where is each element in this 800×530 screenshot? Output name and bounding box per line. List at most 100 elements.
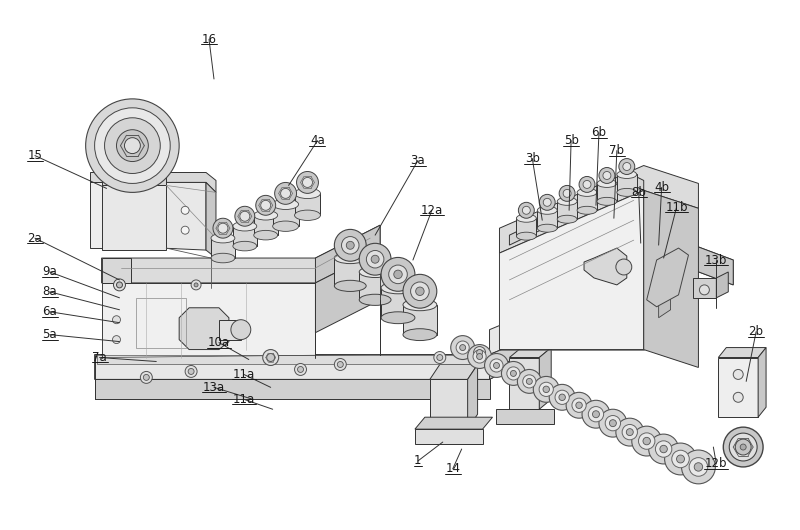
Circle shape — [599, 409, 627, 437]
Circle shape — [522, 206, 530, 214]
Polygon shape — [468, 365, 478, 429]
Circle shape — [113, 316, 121, 324]
Circle shape — [638, 433, 655, 449]
Polygon shape — [211, 238, 235, 258]
Circle shape — [114, 279, 126, 291]
Ellipse shape — [403, 299, 437, 311]
Text: 16: 16 — [202, 33, 217, 46]
Ellipse shape — [294, 188, 321, 199]
Circle shape — [473, 350, 486, 363]
Polygon shape — [94, 379, 490, 399]
Polygon shape — [102, 225, 380, 283]
Polygon shape — [716, 272, 728, 298]
Polygon shape — [294, 193, 321, 215]
Circle shape — [117, 130, 148, 162]
Polygon shape — [102, 169, 166, 185]
Circle shape — [213, 218, 233, 238]
Polygon shape — [694, 278, 716, 298]
Text: 6a: 6a — [42, 305, 58, 318]
Circle shape — [735, 439, 751, 455]
Circle shape — [274, 182, 297, 205]
Circle shape — [346, 241, 354, 249]
Polygon shape — [718, 358, 758, 417]
Circle shape — [588, 407, 604, 422]
Polygon shape — [557, 201, 577, 219]
Ellipse shape — [254, 231, 278, 240]
Text: 12b: 12b — [705, 457, 727, 471]
Circle shape — [599, 167, 615, 183]
Text: 1: 1 — [414, 454, 422, 467]
Ellipse shape — [617, 171, 637, 179]
Ellipse shape — [597, 180, 617, 188]
Text: 7a: 7a — [92, 351, 107, 364]
Text: 2b: 2b — [749, 325, 764, 338]
Text: 3a: 3a — [410, 154, 426, 167]
Circle shape — [550, 384, 575, 410]
Circle shape — [181, 206, 189, 214]
Polygon shape — [90, 172, 176, 182]
Circle shape — [460, 344, 466, 350]
Circle shape — [616, 259, 632, 275]
Circle shape — [297, 172, 318, 193]
Polygon shape — [490, 280, 634, 379]
Ellipse shape — [538, 206, 557, 214]
Text: 11b: 11b — [666, 201, 688, 214]
Ellipse shape — [403, 329, 437, 341]
Polygon shape — [617, 174, 637, 192]
Text: 5b: 5b — [564, 134, 578, 147]
Circle shape — [622, 425, 638, 440]
Circle shape — [559, 186, 575, 201]
Polygon shape — [758, 348, 766, 417]
Ellipse shape — [381, 282, 415, 294]
Polygon shape — [584, 248, 627, 285]
Circle shape — [740, 444, 746, 450]
Text: 13a: 13a — [203, 381, 225, 394]
Text: 8a: 8a — [42, 285, 57, 298]
Polygon shape — [102, 283, 315, 358]
Circle shape — [434, 351, 446, 364]
Circle shape — [526, 378, 532, 384]
Ellipse shape — [516, 232, 536, 240]
Polygon shape — [577, 192, 597, 210]
Text: 7b: 7b — [610, 144, 624, 157]
Polygon shape — [499, 190, 644, 350]
Circle shape — [566, 392, 592, 418]
Circle shape — [655, 441, 672, 457]
Circle shape — [649, 434, 678, 464]
Circle shape — [593, 411, 599, 418]
Circle shape — [734, 392, 743, 402]
Circle shape — [610, 420, 616, 427]
Circle shape — [474, 347, 486, 358]
Ellipse shape — [359, 267, 391, 278]
Ellipse shape — [233, 222, 257, 231]
Circle shape — [723, 427, 763, 467]
Text: 5a: 5a — [42, 328, 57, 341]
Circle shape — [188, 368, 194, 374]
Circle shape — [576, 402, 582, 409]
Circle shape — [694, 463, 702, 471]
Ellipse shape — [557, 197, 577, 205]
Polygon shape — [694, 245, 734, 285]
Circle shape — [302, 178, 313, 188]
Circle shape — [582, 400, 610, 428]
Polygon shape — [646, 248, 689, 307]
Circle shape — [606, 416, 621, 431]
Ellipse shape — [617, 188, 637, 196]
Circle shape — [510, 370, 516, 376]
Polygon shape — [658, 265, 670, 317]
Circle shape — [394, 270, 402, 279]
Text: 9a: 9a — [42, 266, 58, 278]
Polygon shape — [97, 355, 490, 365]
Circle shape — [294, 364, 306, 375]
Ellipse shape — [334, 252, 366, 263]
Circle shape — [381, 258, 415, 292]
Ellipse shape — [211, 233, 235, 243]
Circle shape — [262, 350, 278, 366]
Circle shape — [583, 180, 591, 188]
Circle shape — [403, 275, 437, 308]
Ellipse shape — [359, 294, 391, 305]
Circle shape — [539, 382, 554, 396]
Text: 10a: 10a — [208, 336, 230, 349]
Polygon shape — [499, 165, 698, 253]
Circle shape — [338, 361, 343, 367]
